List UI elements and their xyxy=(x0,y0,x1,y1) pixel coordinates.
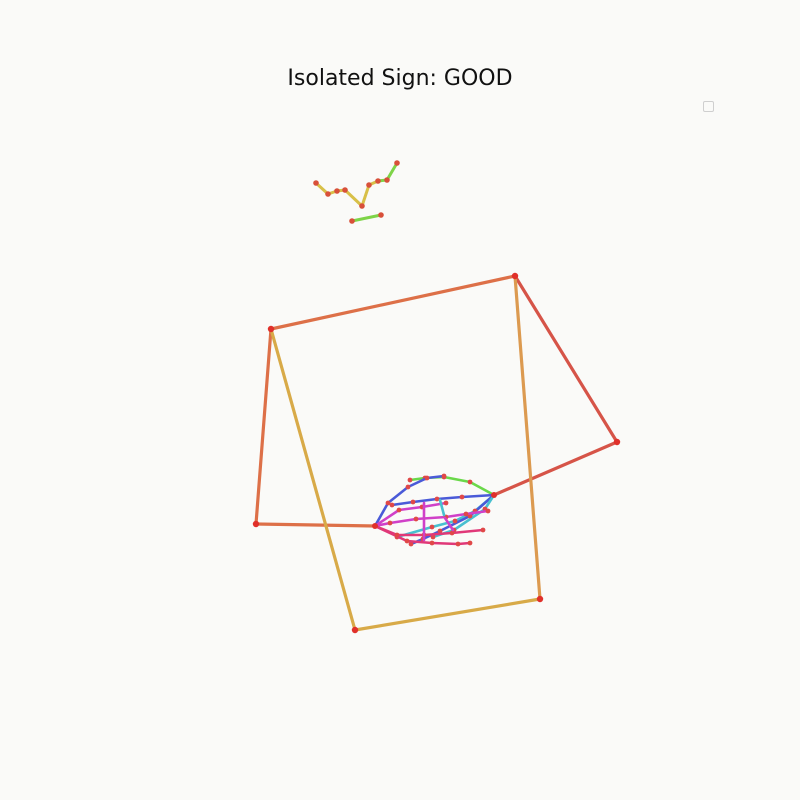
pose-bone xyxy=(492,440,619,497)
legend-box xyxy=(703,101,714,112)
face-landmark xyxy=(394,160,400,166)
hand-joint xyxy=(459,494,465,500)
hand-joint xyxy=(480,527,486,533)
pose-bone xyxy=(254,522,377,528)
chart-title: Isolated Sign: GOOD xyxy=(287,66,513,91)
face-landmark xyxy=(366,182,372,188)
hand-joint xyxy=(429,524,435,530)
hand-bone xyxy=(414,515,448,521)
hand-bone xyxy=(397,505,424,512)
pose-bone xyxy=(513,274,542,601)
hand-joint xyxy=(424,475,430,481)
hand-joint xyxy=(443,500,449,506)
hand-bone xyxy=(430,541,460,546)
hand-bone xyxy=(373,501,390,528)
hand-bone xyxy=(438,514,472,533)
face-landmark xyxy=(384,177,390,183)
hand-joint xyxy=(429,540,435,546)
hand-joint xyxy=(449,530,455,536)
hand-bone xyxy=(386,485,410,505)
pose-bone xyxy=(269,274,517,331)
pose-bone xyxy=(513,274,619,444)
hand-wrist xyxy=(372,523,378,529)
hand-bone xyxy=(464,509,490,516)
pose-joint xyxy=(613,438,621,446)
face-line xyxy=(385,161,399,182)
face-landmark xyxy=(349,218,355,224)
hand-joint xyxy=(405,484,411,490)
face-landmark xyxy=(375,178,381,184)
hand-bone xyxy=(411,497,439,504)
face-landmark xyxy=(325,191,331,197)
hand-joint xyxy=(463,511,469,517)
pose-joint xyxy=(351,626,359,634)
hand-bone xyxy=(405,539,434,545)
pose-joint xyxy=(252,520,260,528)
pose-bone xyxy=(353,597,542,632)
face-landmark xyxy=(334,188,340,194)
pose-bone xyxy=(269,327,357,632)
hand-bone xyxy=(435,495,464,501)
hand-joint xyxy=(413,516,419,522)
pose-joint xyxy=(536,595,544,603)
hand-bone xyxy=(425,474,446,480)
face-line xyxy=(350,213,383,223)
hand-bone xyxy=(442,475,472,484)
hand-bone xyxy=(373,508,401,528)
hand-bone xyxy=(444,512,468,519)
hand-joint xyxy=(389,502,395,508)
face-landmark xyxy=(359,203,365,209)
face-landmark xyxy=(342,187,348,193)
hand-bone xyxy=(468,480,496,497)
hand-wrist xyxy=(491,492,497,498)
hand-joint xyxy=(437,528,443,534)
hand-joint xyxy=(455,541,461,547)
hand-joint xyxy=(485,508,491,514)
hand-joint xyxy=(467,479,473,485)
face-landmark xyxy=(378,212,384,218)
hand-bone xyxy=(373,524,409,543)
face-line xyxy=(343,188,364,208)
hand-bone xyxy=(406,476,429,489)
hand-joint xyxy=(385,500,391,506)
face-landmark xyxy=(313,180,319,186)
pose-bone xyxy=(254,327,273,526)
hand-joint xyxy=(396,507,402,513)
hand-joint xyxy=(407,477,413,483)
hand-bone xyxy=(450,528,485,535)
hand-bone xyxy=(390,500,415,507)
hand-joint xyxy=(410,499,416,505)
hand-joint xyxy=(404,538,410,544)
hand-joint xyxy=(434,496,440,502)
hand-bone xyxy=(408,476,427,482)
hand-joint xyxy=(387,520,393,526)
hand-bone xyxy=(460,493,496,499)
hand-joint xyxy=(408,541,414,547)
hand-joint xyxy=(394,532,400,538)
hand-joint xyxy=(441,473,447,479)
hand-bone xyxy=(443,516,455,532)
hand-bone xyxy=(422,531,454,537)
hand-bone xyxy=(430,519,457,529)
hand-joint xyxy=(467,540,473,546)
face-line xyxy=(360,183,371,208)
pose-joint xyxy=(267,325,275,333)
hand-bone xyxy=(438,498,446,517)
hand-joint xyxy=(452,518,458,524)
hand-joint xyxy=(430,534,436,540)
hand-bone xyxy=(388,517,418,525)
pose-joint xyxy=(511,272,519,280)
